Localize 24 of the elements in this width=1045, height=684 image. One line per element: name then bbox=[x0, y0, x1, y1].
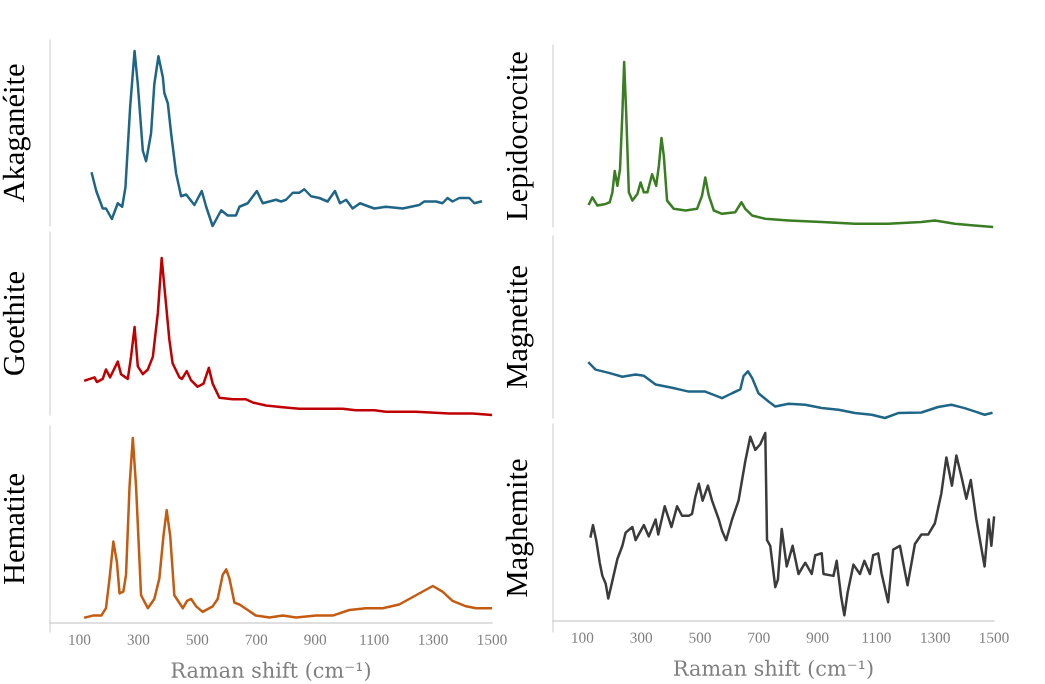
y-axis-title: Maghemite bbox=[505, 459, 534, 597]
y-axis-title: Goethite bbox=[2, 271, 25, 375]
y-axis-title: Hematite bbox=[3, 474, 25, 585]
x-axis-title: Raman shift (cm⁻¹) bbox=[171, 661, 370, 681]
x-tick-label: 900 bbox=[304, 634, 327, 645]
x-tick-label: 100 bbox=[572, 632, 594, 643]
x-tick-label: 700 bbox=[245, 634, 268, 645]
x-tick-label: 300 bbox=[127, 634, 150, 645]
x-tick-label: 1300 bbox=[921, 632, 950, 643]
x-tick-label: 500 bbox=[689, 632, 711, 643]
x-tick-label: 300 bbox=[630, 632, 653, 643]
y-axis-title: Lepidocrocite bbox=[505, 52, 534, 220]
x-tick-label: 100 bbox=[69, 634, 91, 645]
y-axis-title: Magnetite bbox=[506, 266, 534, 389]
x-tick-label: 1100 bbox=[862, 632, 891, 643]
x-axis-title: Raman shift (cm⁻¹) bbox=[674, 659, 873, 679]
x-tick-label: 700 bbox=[748, 632, 770, 643]
x-tick-label: 500 bbox=[186, 634, 209, 645]
y-axis-title: Akaganéite bbox=[2, 64, 31, 203]
x-tick-label: 1500 bbox=[980, 632, 1009, 643]
x-tick-label: 1100 bbox=[360, 634, 389, 645]
x-tick-label: 1300 bbox=[419, 634, 448, 645]
x-tick-label: 900 bbox=[806, 632, 829, 643]
x-tick-label: 1500 bbox=[478, 634, 507, 645]
